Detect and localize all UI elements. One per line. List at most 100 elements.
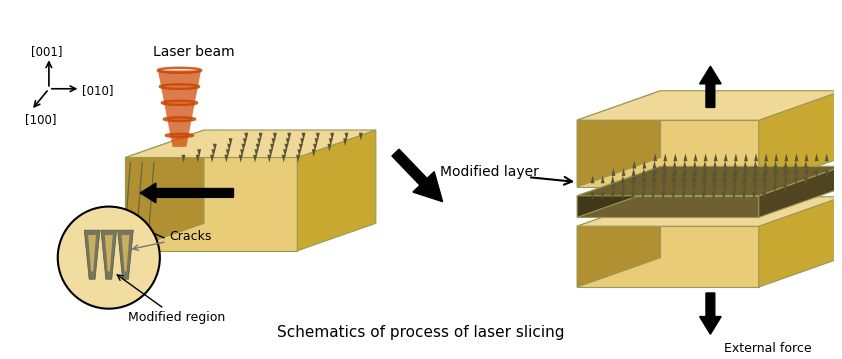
Polygon shape [784, 161, 787, 168]
Polygon shape [763, 168, 767, 176]
Polygon shape [225, 155, 228, 163]
Polygon shape [258, 138, 261, 146]
Polygon shape [744, 170, 748, 178]
Text: Schematics of process of laser slicing: Schematics of process of laser slicing [277, 325, 565, 340]
Polygon shape [254, 149, 258, 157]
Polygon shape [692, 185, 696, 192]
Text: Cracks: Cracks [133, 230, 212, 251]
Polygon shape [742, 192, 746, 200]
Polygon shape [682, 185, 686, 192]
Polygon shape [652, 168, 656, 176]
Polygon shape [299, 144, 303, 151]
FancyArrow shape [392, 149, 443, 202]
Polygon shape [631, 192, 635, 200]
Polygon shape [773, 168, 777, 176]
Polygon shape [682, 168, 686, 176]
Polygon shape [805, 170, 808, 178]
Polygon shape [663, 177, 667, 185]
Polygon shape [632, 161, 637, 168]
Polygon shape [632, 177, 637, 185]
Polygon shape [723, 177, 727, 185]
Polygon shape [674, 170, 677, 178]
Polygon shape [344, 138, 347, 146]
Polygon shape [732, 176, 736, 183]
Polygon shape [825, 153, 829, 161]
Polygon shape [773, 185, 777, 192]
Polygon shape [671, 176, 675, 183]
Polygon shape [577, 166, 842, 196]
Polygon shape [211, 149, 216, 157]
Polygon shape [684, 170, 687, 178]
Polygon shape [795, 170, 798, 178]
Polygon shape [577, 196, 759, 218]
Text: [100]: [100] [25, 113, 57, 126]
Polygon shape [743, 177, 747, 185]
Polygon shape [722, 185, 727, 192]
Polygon shape [182, 155, 185, 163]
Polygon shape [632, 168, 636, 176]
Polygon shape [242, 144, 246, 151]
FancyArrow shape [700, 293, 722, 334]
Polygon shape [253, 155, 257, 163]
Text: Laser beam: Laser beam [153, 45, 235, 59]
Polygon shape [328, 144, 332, 151]
Polygon shape [272, 138, 275, 146]
Polygon shape [712, 168, 717, 176]
Polygon shape [621, 185, 626, 192]
Text: External force: External force [724, 342, 812, 355]
Polygon shape [714, 153, 717, 161]
Polygon shape [702, 168, 706, 176]
Polygon shape [743, 161, 747, 168]
Polygon shape [621, 168, 626, 176]
Polygon shape [754, 161, 757, 168]
Polygon shape [734, 153, 738, 161]
Polygon shape [287, 133, 291, 141]
Polygon shape [701, 176, 706, 183]
Polygon shape [101, 230, 117, 279]
Polygon shape [600, 192, 605, 200]
Polygon shape [702, 185, 706, 192]
Polygon shape [671, 192, 675, 200]
Polygon shape [621, 176, 625, 183]
Polygon shape [661, 176, 665, 183]
Polygon shape [703, 161, 707, 168]
Polygon shape [714, 170, 717, 178]
Polygon shape [723, 161, 727, 168]
Polygon shape [783, 185, 787, 192]
Polygon shape [330, 133, 334, 141]
Polygon shape [765, 153, 768, 161]
Polygon shape [785, 153, 788, 161]
Polygon shape [88, 235, 96, 271]
Polygon shape [344, 133, 349, 141]
Polygon shape [684, 153, 687, 161]
Polygon shape [653, 153, 657, 161]
Polygon shape [753, 185, 757, 192]
Polygon shape [733, 177, 738, 185]
Polygon shape [754, 177, 757, 185]
Polygon shape [694, 170, 697, 178]
Polygon shape [805, 153, 808, 161]
Polygon shape [662, 185, 666, 192]
Polygon shape [226, 149, 230, 157]
Polygon shape [611, 168, 616, 176]
Polygon shape [765, 170, 768, 178]
Polygon shape [742, 176, 746, 183]
Polygon shape [683, 161, 687, 168]
Polygon shape [753, 168, 757, 176]
Polygon shape [693, 177, 697, 185]
Polygon shape [713, 161, 717, 168]
Polygon shape [711, 176, 716, 183]
Polygon shape [762, 192, 766, 200]
Polygon shape [282, 155, 285, 163]
Polygon shape [795, 153, 798, 161]
Polygon shape [213, 144, 217, 151]
Polygon shape [783, 168, 787, 176]
Polygon shape [590, 192, 594, 200]
Polygon shape [804, 177, 807, 185]
Polygon shape [762, 176, 766, 183]
Polygon shape [273, 133, 277, 141]
Polygon shape [774, 161, 777, 168]
Polygon shape [672, 185, 676, 192]
Polygon shape [672, 168, 676, 176]
Polygon shape [600, 176, 605, 183]
